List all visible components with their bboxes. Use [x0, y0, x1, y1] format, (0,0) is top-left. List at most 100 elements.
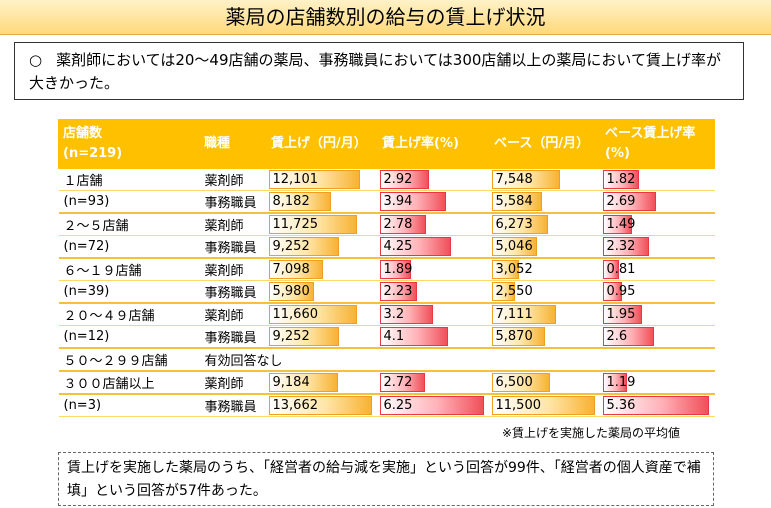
raise-bar: [268, 192, 331, 211]
raise-rate-bar: [379, 282, 417, 301]
store-group-cell: ２０～４９店舗: [58, 303, 200, 326]
base-rate-bar: [602, 260, 619, 279]
base-rate-value: 1.95: [606, 307, 636, 322]
raise-rate-value: 2.23: [383, 284, 413, 299]
base-bar: [491, 373, 550, 392]
base-rate-bar: [602, 396, 709, 415]
raise-value: 11,660: [272, 307, 319, 322]
raise-rate-bar: [379, 215, 426, 234]
raise-bar: [268, 373, 338, 392]
job-type-cell: 薬剤師: [199, 168, 267, 191]
header-raise-rate: 賃上げ率(%): [377, 119, 490, 169]
base-rate-bar: [602, 327, 654, 346]
base-bar: [491, 260, 519, 279]
base-rate-value: 2.32: [606, 239, 636, 254]
raise-value: 9,184: [272, 375, 310, 390]
base-value: 5,870: [495, 329, 533, 344]
raise-cell: 9,252: [266, 235, 378, 259]
table-row: ６～１９店舗 薬剤師 7,098 1.89 3,052 0.81: [58, 258, 715, 281]
raise-value: 8,182: [272, 194, 310, 209]
base-rate-value: 1.19: [606, 375, 636, 390]
header-job-type: 職種: [199, 119, 267, 169]
base-rate-value: 1.49: [606, 217, 636, 232]
base-bar: [491, 305, 556, 324]
table-row: １店舗 薬剤師 12,101 2.92 7,548 1.82: [58, 168, 715, 191]
table-row: (n=39) 事務職員 5,980 2.23 2,550 0.95: [58, 280, 715, 304]
raise-bar: [268, 260, 323, 279]
raise-rate-value: 3.94: [383, 194, 413, 209]
base-rate-bar: [602, 237, 649, 256]
table-row: ２～５店舗 薬剤師 11,725 2.78 6,273 1.49: [58, 213, 715, 236]
raise-cell: 11,660: [266, 303, 378, 326]
job-type-cell: 事務職員: [199, 190, 267, 214]
raise-rate-cell: 6.25: [377, 394, 490, 417]
base-rate-bar: [602, 373, 627, 392]
raise-value: 9,252: [272, 239, 310, 254]
base-cell: 5,584: [489, 190, 601, 214]
raise-value: 7,098: [272, 262, 310, 277]
base-bar: [491, 237, 537, 256]
base-value: 2,550: [495, 284, 533, 299]
wage-table: 店舗数 (n=219) 職種 賃上げ（円/月） 賃上げ率(%) ベース（円/月） ベース賃…: [58, 119, 715, 417]
raise-value: 11,725: [272, 217, 319, 232]
raise-rate-cell: 3.2: [377, 303, 490, 326]
base-rate-bar: [602, 282, 622, 301]
raise-bar: [268, 396, 372, 415]
raise-value: 13,662: [272, 398, 319, 413]
base-value: 5,584: [495, 194, 533, 209]
base-rate-bar: [602, 192, 656, 211]
raise-rate-cell: 3.94: [377, 190, 490, 214]
raise-rate-cell: 1.89: [377, 258, 490, 281]
table-row: ３００店舗以上 薬剤師 9,184 2.72 6,500 1.19: [58, 371, 715, 395]
base-rate-cell: 5.36: [600, 394, 715, 417]
raise-rate-bar: [379, 373, 425, 392]
raise-value: 9,252: [272, 329, 310, 344]
base-rate-cell: 0.95: [600, 280, 715, 304]
raise-rate-value: 4.1: [383, 329, 405, 344]
raise-rate-bar: [379, 192, 446, 211]
job-type-cell: 薬剤師: [199, 303, 267, 326]
raise-rate-bar: [379, 327, 448, 346]
raise-rate-bar: [379, 396, 484, 415]
raise-cell: 12,101: [266, 168, 378, 191]
job-type-cell: 薬剤師: [199, 258, 267, 281]
job-type-cell: 薬剤師: [199, 371, 267, 395]
store-group-cell: ２～５店舗: [58, 213, 200, 236]
base-cell: 6,500: [489, 371, 601, 395]
base-rate-value: 0.81: [606, 262, 636, 277]
raise-rate-value: 4.25: [383, 239, 413, 254]
base-bar: [491, 192, 542, 211]
base-bar: [491, 215, 548, 234]
table-row: (n=93) 事務職員 8,182 3.94 5,584 2.69: [58, 190, 715, 214]
job-type-cell: 薬剤師: [199, 213, 267, 236]
store-group-cell: ３００店舗以上: [58, 371, 200, 395]
raise-rate-value: 3.2: [383, 307, 405, 322]
summary-text: 薬剤師においては20～49店舗の薬局、事務職員においては300店舗以上の薬局にお…: [29, 51, 721, 92]
base-value: 7,111: [495, 307, 533, 322]
raise-cell: 8,182: [266, 190, 378, 214]
base-rate-cell: 1.49: [600, 213, 715, 236]
base-value: 6,500: [495, 375, 533, 390]
raise-rate-cell: 2.23: [377, 280, 490, 304]
store-group-cell: (n=72): [58, 235, 200, 259]
raise-value: 12,101: [272, 172, 319, 187]
base-bar: [491, 282, 515, 301]
store-group-cell: １店舗: [58, 168, 200, 191]
job-type-cell: 事務職員: [199, 280, 267, 304]
raise-rate-cell: 2.92: [377, 168, 490, 191]
raise-rate-bar: [379, 260, 411, 279]
job-type-cell: 事務職員: [199, 235, 267, 259]
base-value: 11,500: [495, 398, 542, 413]
base-value: 7,548: [495, 172, 533, 187]
base-rate-value: 0.95: [606, 284, 636, 299]
header-base-amount: ベース（円/月）: [489, 119, 601, 169]
base-value: 6,273: [495, 217, 533, 232]
raise-rate-cell: 4.1: [377, 325, 490, 349]
store-group-cell: (n=39): [58, 280, 200, 304]
raise-rate-value: 6.25: [383, 398, 413, 413]
base-cell: 11,500: [489, 394, 601, 417]
base-value: 3,052: [495, 262, 533, 277]
base-rate-cell: 2.6: [600, 325, 715, 349]
job-type-cell: 事務職員: [199, 325, 267, 349]
raise-rate-bar: [379, 237, 451, 256]
